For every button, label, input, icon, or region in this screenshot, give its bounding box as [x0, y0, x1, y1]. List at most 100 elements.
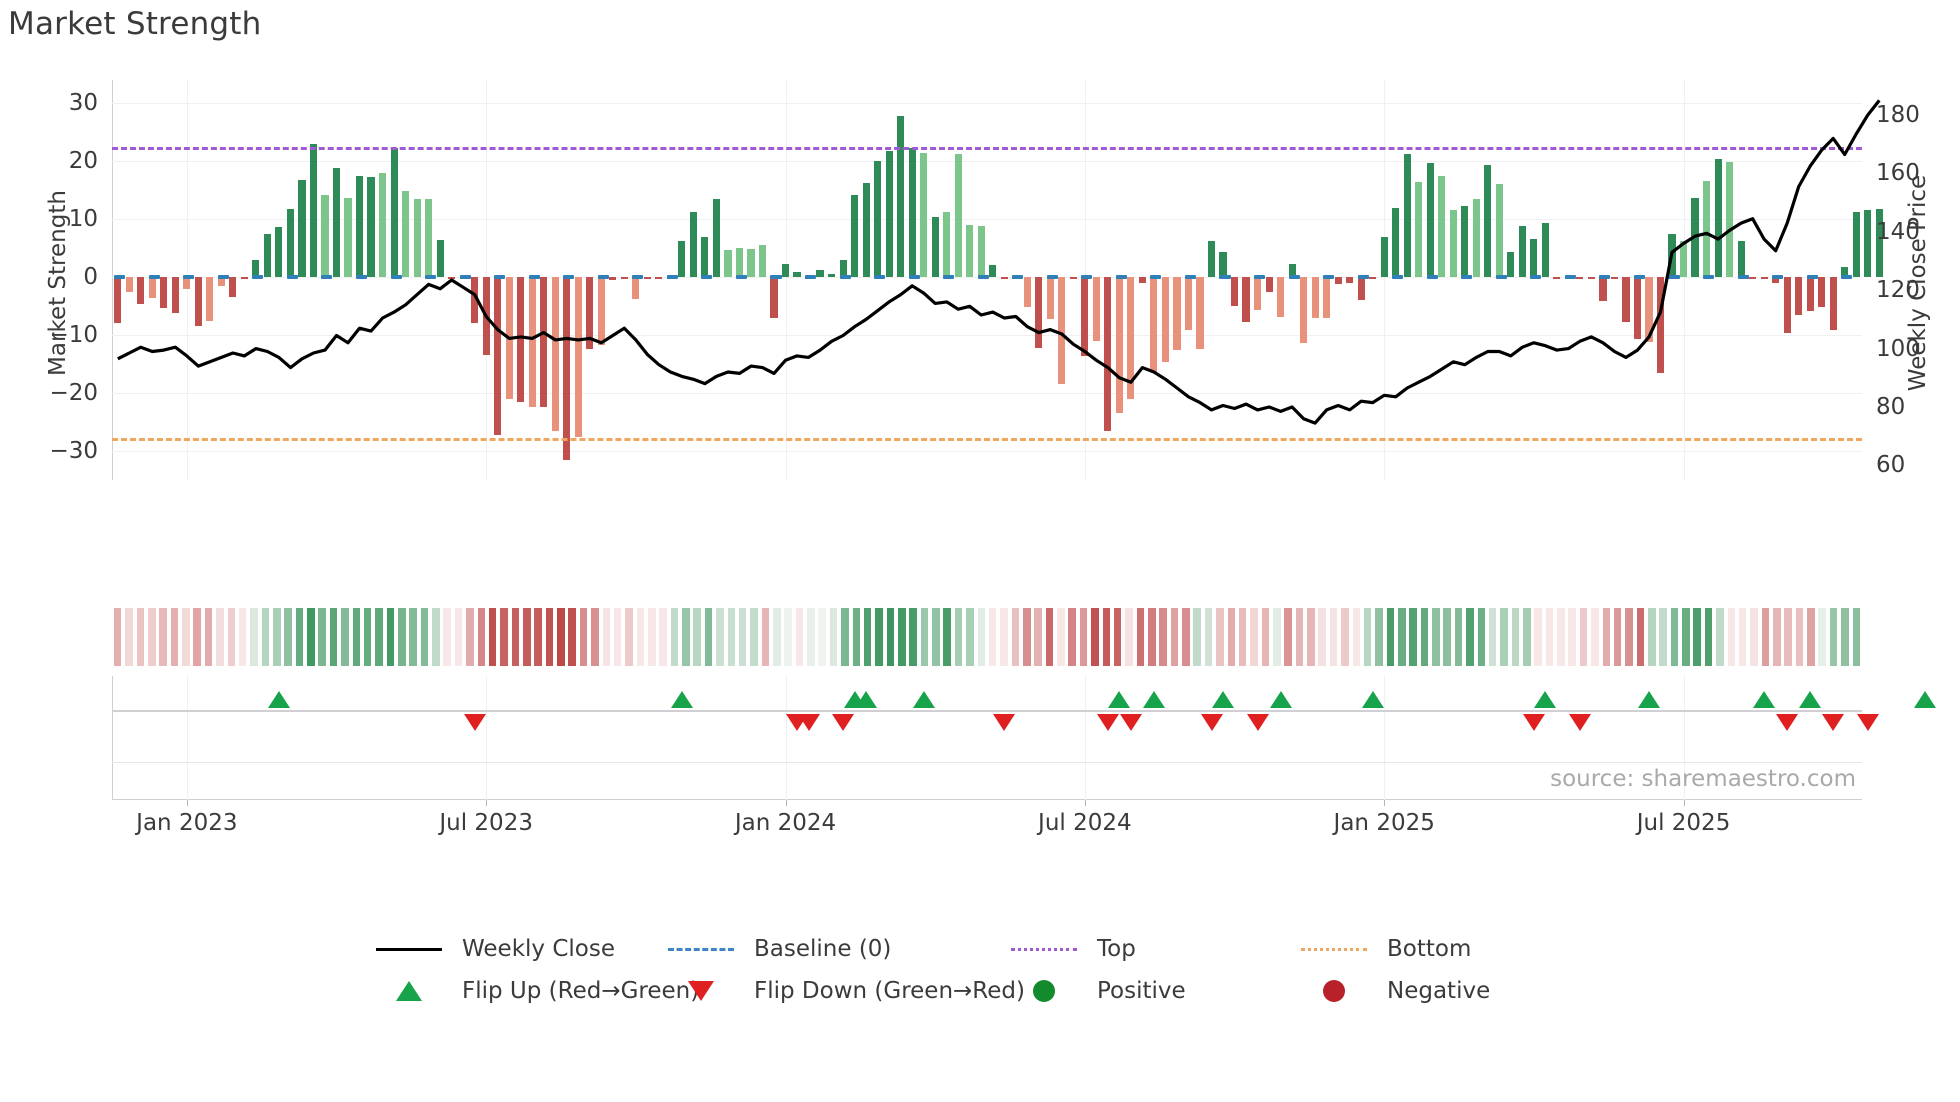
- heat-cell: [295, 608, 304, 666]
- baseline-dash: [1772, 275, 1784, 280]
- strength-bar: [897, 115, 905, 278]
- baseline-dash: [1461, 275, 1473, 280]
- gridline-x: [1384, 676, 1386, 748]
- strength-bar: [597, 277, 605, 346]
- baseline-dash: [494, 275, 506, 280]
- heat-cell: [613, 608, 622, 666]
- y-tick-label-right: 160: [1876, 160, 1920, 187]
- baseline-dash: [1081, 275, 1093, 280]
- heat-cell: [1852, 608, 1861, 666]
- baseline-dash: [183, 275, 195, 280]
- legend-label-flip-down: Flip Down (Green→Red): [754, 978, 1025, 1004]
- strength-bar: [862, 183, 870, 278]
- source-note: source: sharemaestro.com: [1550, 766, 1856, 792]
- weekly-close-line-icon-swatch: [370, 947, 448, 951]
- heat-cell: [1386, 608, 1395, 666]
- baseline-dash: [666, 275, 678, 280]
- flip-down-marker: [797, 714, 820, 731]
- legend-item-bottom[interactable]: Bottom: [1295, 936, 1471, 962]
- heat-cell: [1545, 608, 1554, 666]
- src-top-rule: [112, 762, 1862, 763]
- strength-bar: [355, 176, 364, 278]
- strength-bar: [286, 208, 294, 278]
- strength-bar: [528, 277, 536, 407]
- legend-item-positive[interactable]: Positive: [1005, 978, 1186, 1004]
- strength-bar: [1196, 277, 1204, 349]
- strength-bar: [1173, 277, 1181, 351]
- strength-bar: [171, 277, 179, 314]
- baseline-dash: [701, 275, 713, 280]
- strength-bar: [758, 244, 767, 278]
- heat-cell: [863, 608, 872, 666]
- legend-item-flip-down[interactable]: Flip Down (Green→Red): [662, 978, 1025, 1004]
- strength-bar: [183, 277, 191, 289]
- heat-cell: [432, 608, 440, 666]
- strength-bar: [160, 277, 168, 309]
- heat-cell: [716, 608, 724, 666]
- heat-cell: [523, 608, 531, 666]
- strength-bar: [448, 277, 456, 280]
- heat-cell: [443, 608, 451, 666]
- heat-cell: [1000, 608, 1008, 666]
- strength-bar: [828, 273, 836, 278]
- legend-item-flip-up[interactable]: Flip Up (Red→Green): [370, 978, 699, 1004]
- heat-cell: [1352, 608, 1361, 666]
- heat-cell: [625, 608, 633, 666]
- strength-bar: [632, 277, 640, 300]
- heat-cell: [375, 608, 383, 666]
- strength-bar: [1357, 277, 1365, 301]
- strength-bar: [1461, 206, 1469, 278]
- heat-cell: [398, 608, 406, 666]
- strength-bar: [885, 150, 893, 278]
- strength-bar: [194, 277, 202, 326]
- baseline-dash: [1046, 275, 1058, 280]
- baseline-dash: [1012, 275, 1024, 280]
- legend-item-negative[interactable]: Negative: [1295, 978, 1490, 1004]
- strength-bar: [781, 264, 790, 278]
- strength-bar: [378, 172, 387, 278]
- heat-cell: [1238, 608, 1247, 666]
- flip-up-icon-swatch: [370, 981, 448, 1001]
- heat-cell: [1318, 608, 1326, 666]
- baseline-dash: [770, 275, 782, 280]
- y-tick-label-right: 80: [1876, 394, 1906, 420]
- legend-item-baseline[interactable]: Baseline (0): [662, 936, 891, 962]
- flip-down-marker: [1096, 714, 1119, 731]
- strength-bar: [1679, 241, 1688, 278]
- heat-cell: [1307, 608, 1315, 666]
- strength-bar: [1230, 277, 1239, 307]
- heat-cell: [341, 608, 349, 666]
- heat-cell: [250, 608, 258, 666]
- heat-cell: [1784, 608, 1792, 666]
- heat-cell: [1795, 608, 1804, 666]
- x-tick-mark: [486, 800, 488, 806]
- strength-bar: [655, 277, 663, 280]
- heat-cell: [1750, 608, 1758, 666]
- x-tick-mark: [785, 800, 787, 806]
- strength-bar: [1829, 277, 1837, 331]
- baseline-dash: [1288, 275, 1300, 280]
- legend-item-top[interactable]: Top: [1005, 936, 1136, 962]
- reference-line-top: [112, 146, 1862, 150]
- baseline-dash: [1737, 275, 1749, 280]
- flip-plot-left-spine: [112, 676, 113, 748]
- baseline-dash: [1184, 275, 1196, 280]
- gridline-y: [112, 393, 1862, 395]
- heat-cell: [1182, 608, 1190, 666]
- strength-bar: [1795, 277, 1803, 316]
- gridline-y: [112, 335, 1862, 337]
- legend-item-weekly-close[interactable]: Weekly Close: [370, 936, 615, 962]
- heat-cell: [1466, 608, 1474, 666]
- baseline-dash: [390, 275, 402, 280]
- x-tick-label: Jul 2023: [439, 810, 533, 836]
- strength-bar: [793, 271, 801, 278]
- gridline-x: [1683, 676, 1685, 748]
- heat-cell: [1511, 608, 1520, 666]
- y-tick-label: −30: [49, 438, 98, 464]
- heat-cell: [750, 608, 758, 666]
- heat-cell: [386, 608, 395, 666]
- strength-bar: [1380, 236, 1388, 278]
- y-tick-label: −20: [49, 380, 98, 407]
- heat-cell: [943, 608, 951, 666]
- strength-bar: [851, 194, 859, 278]
